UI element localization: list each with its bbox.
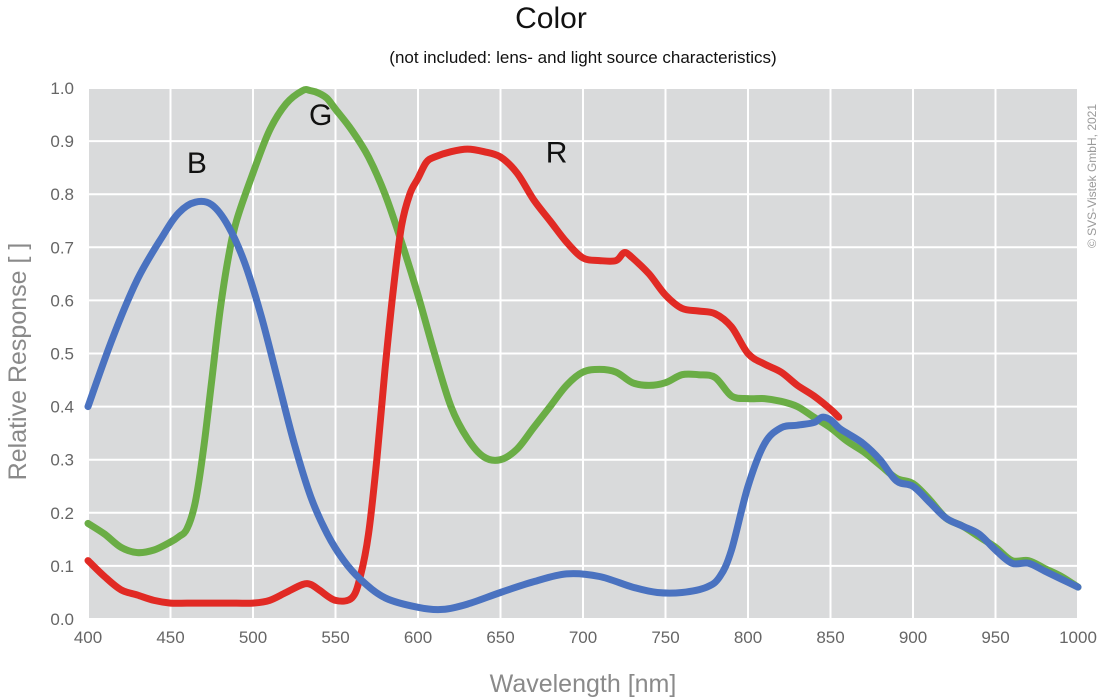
x-axis-ticks: 400 450 500 550 600 650 700 750 800 850 900 950 1000 bbox=[74, 628, 1097, 647]
series-label-r: R bbox=[546, 136, 568, 169]
grid bbox=[87, 87, 1079, 620]
y-tick-label-0.0: 0.0 bbox=[50, 610, 74, 629]
y-tick-label-0.4: 0.4 bbox=[50, 398, 74, 417]
x-tick-label-700: 700 bbox=[569, 628, 597, 647]
copyright-note: © SVS-Vistek GmbH, 2021 bbox=[1085, 104, 1099, 248]
x-tick-label-400: 400 bbox=[74, 628, 102, 647]
x-tick-label-750: 750 bbox=[651, 628, 679, 647]
series-label-b: B bbox=[187, 147, 207, 180]
y-tick-label-0.8: 0.8 bbox=[50, 185, 74, 204]
y-axis-title: Relative Response [ ] bbox=[4, 243, 32, 481]
series-lines bbox=[84, 86, 1082, 614]
x-tick-label-450: 450 bbox=[156, 628, 184, 647]
series-annotations: B G R bbox=[187, 99, 568, 180]
series-line-b bbox=[84, 197, 1082, 614]
y-tick-label-1.0: 1.0 bbox=[50, 79, 74, 98]
chart-subtitle: (not included: lens- and light source ch… bbox=[389, 48, 777, 67]
x-tick-label-950: 950 bbox=[981, 628, 1009, 647]
x-axis-title: Wavelength [nm] bbox=[490, 670, 677, 698]
x-tick-label-1000: 1000 bbox=[1059, 628, 1097, 647]
y-tick-label-0.6: 0.6 bbox=[50, 291, 74, 310]
x-tick-label-550: 550 bbox=[321, 628, 349, 647]
y-tick-label-0.3: 0.3 bbox=[50, 451, 74, 470]
y-tick-label-0.1: 0.1 bbox=[50, 557, 74, 576]
y-tick-label-0.5: 0.5 bbox=[50, 345, 74, 364]
series-label-g: G bbox=[309, 99, 332, 132]
y-tick-label-0.7: 0.7 bbox=[50, 238, 74, 257]
x-tick-label-600: 600 bbox=[404, 628, 432, 647]
series-line-r bbox=[84, 145, 843, 607]
y-tick-label-0.9: 0.9 bbox=[50, 132, 74, 151]
x-tick-label-900: 900 bbox=[899, 628, 927, 647]
y-tick-label-0.2: 0.2 bbox=[50, 504, 74, 523]
y-axis-ticks: 0.0 0.1 0.2 0.3 0.4 0.5 0.6 0.7 0.8 0.9 1.0 bbox=[50, 79, 74, 629]
x-tick-label-650: 650 bbox=[486, 628, 514, 647]
chart-title: Color bbox=[515, 2, 587, 35]
x-tick-label-500: 500 bbox=[239, 628, 267, 647]
x-tick-label-850: 850 bbox=[816, 628, 844, 647]
x-tick-label-800: 800 bbox=[734, 628, 762, 647]
